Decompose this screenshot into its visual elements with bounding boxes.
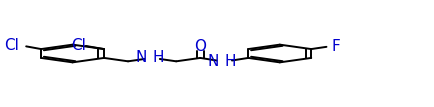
Text: N: N [135,50,147,65]
Text: N: N [207,54,219,69]
Text: Cl: Cl [4,38,19,53]
Text: Cl: Cl [70,38,85,53]
Text: O: O [194,39,206,54]
Text: H: H [152,50,163,65]
Text: F: F [331,39,339,54]
Text: H: H [224,54,235,69]
